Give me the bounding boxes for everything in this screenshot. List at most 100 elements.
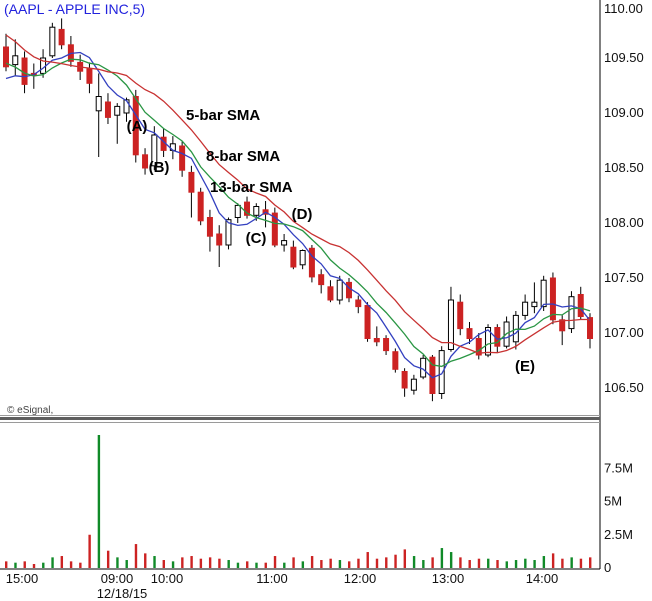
candle-body: [355, 299, 362, 308]
volume-bar: [246, 561, 249, 568]
time-axis-label: 14:00: [526, 571, 559, 586]
volume-bar: [551, 553, 555, 568]
volume-bar: [589, 557, 592, 568]
volume-bar: [116, 557, 119, 568]
candle-body: [559, 319, 566, 332]
candle-body: [225, 219, 232, 246]
volume-bar: [338, 560, 342, 568]
time-axis-label: 10:00: [151, 571, 184, 586]
volume-bar: [477, 558, 481, 568]
candle-body: [114, 105, 121, 116]
candle-body: [540, 279, 547, 308]
price-axis-label: 106.50: [604, 380, 644, 395]
sma-8-line: [5, 58, 591, 368]
candle-body: [447, 299, 454, 350]
sma-lines-layer: [5, 34, 591, 379]
candle-body: [179, 145, 186, 171]
volume-bar: [283, 562, 286, 568]
price-axis-label: 110.00: [604, 1, 643, 16]
volume-bar: [505, 561, 508, 568]
volume-bar: [496, 560, 499, 568]
volume-bar: [23, 561, 26, 568]
candle-body: [271, 212, 278, 246]
volume-bar: [14, 562, 17, 568]
volume-bar: [449, 552, 453, 568]
volume-bar: [514, 560, 518, 568]
volume-bar: [255, 562, 258, 568]
sma-annotation-label: 8-bar SMA: [206, 148, 280, 165]
price-axis-label: 107.00: [604, 325, 644, 340]
candle-body: [522, 301, 529, 316]
volume-axis-label: 7.5M: [604, 460, 633, 475]
volume-bar: [69, 561, 73, 568]
time-axis-label: 13:00: [432, 571, 465, 586]
copyright-label: © eSignal,: [7, 405, 53, 416]
candle-body: [244, 201, 251, 216]
candle-body: [281, 240, 288, 246]
candle-body: [373, 338, 380, 343]
volume-bar: [199, 558, 203, 568]
volume-bar: [440, 548, 444, 568]
volume-bar: [42, 562, 45, 568]
price-axis-label: 109.00: [604, 105, 644, 120]
candle-body: [197, 191, 204, 222]
candle-body: [104, 101, 111, 118]
candle-body: [253, 206, 260, 216]
candle-body: [383, 338, 390, 352]
volume-bar: [357, 558, 360, 568]
candle-body: [587, 317, 594, 340]
volume-bar: [153, 556, 156, 568]
candle-body: [58, 28, 65, 46]
candle-body: [151, 134, 158, 167]
volume-bar: [347, 561, 351, 568]
price-axis-labels: 110.00 109.50 109.00 108.50 108.00 107.50 107.…: [604, 1, 644, 395]
sma-13-line: [5, 34, 590, 354]
price-pane[interactable]: 5-bar SMA 8-bar SMA 13-bar SMA (A) (B) (C) (D)…: [3, 1, 594, 416]
candle-body: [123, 99, 130, 114]
candle-body: [234, 204, 241, 218]
candle-body: [308, 247, 315, 278]
time-axis-label: 12:00: [344, 571, 377, 586]
volume-axis-labels: 7.5M 5M 2.5M 0: [604, 460, 633, 575]
volume-bar: [236, 562, 240, 568]
volume-bar: [51, 557, 54, 568]
point-annotation-label: (D): [292, 206, 313, 223]
candle-body: [475, 338, 482, 356]
volume-bar: [579, 558, 583, 568]
volume-bar: [32, 564, 36, 568]
price-axis-label: 107.50: [604, 270, 644, 285]
sma-annotation-label: 13-bar SMA: [210, 179, 293, 196]
volume-bar: [394, 554, 397, 568]
sma-5-line: [5, 51, 591, 379]
volume-bar: [106, 550, 110, 568]
volume-bar: [412, 556, 416, 568]
volume-axis-label: 2.5M: [604, 527, 633, 542]
candle-body: [132, 96, 139, 156]
volume-bar: [320, 560, 323, 568]
candle-body: [392, 351, 399, 370]
volume-bar: [561, 558, 564, 568]
volume-bar: [385, 557, 388, 568]
panel-divider[interactable]: [0, 415, 600, 423]
candle-body: [142, 154, 149, 169]
volume-bar: [310, 556, 314, 568]
candle-body: [401, 371, 408, 389]
candle-body: [568, 296, 575, 330]
volume-bar: [422, 560, 425, 568]
volume-bar: [181, 557, 184, 568]
volume-bar: [88, 534, 91, 568]
volume-bar: [97, 435, 101, 568]
sma-annotation-label: 5-bar SMA: [186, 107, 260, 124]
point-annotation-label: (A): [127, 118, 148, 135]
time-axis-label: 11:00: [256, 571, 288, 586]
date-label: 12/18/15: [97, 586, 148, 601]
volume-pane[interactable]: [5, 435, 592, 568]
volume-bar: [570, 557, 573, 568]
volume-bar: [366, 552, 369, 568]
volume-bar: [264, 562, 267, 568]
candle-body: [531, 301, 538, 308]
candle-body: [188, 171, 195, 193]
candle-body: [327, 286, 334, 301]
volume-bar: [524, 558, 527, 568]
